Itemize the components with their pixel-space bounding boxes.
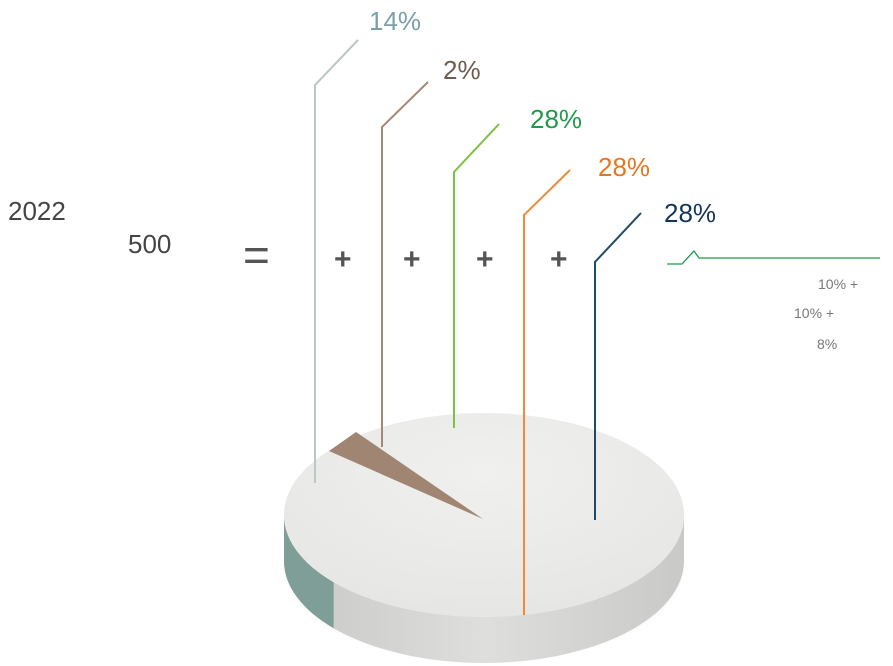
- slice-label-4: 28%: [598, 152, 650, 182]
- leader-line-5: [594, 212, 642, 520]
- year-label: 2022: [8, 196, 66, 226]
- leader-line-4: [523, 169, 571, 615]
- note-leader-line: [667, 249, 880, 265]
- slice-label-3: 28%: [530, 104, 582, 134]
- slice-label-2: 2%: [443, 55, 481, 85]
- plus-sign-4: +: [550, 243, 568, 276]
- note-line-3: 8%: [817, 336, 838, 352]
- slice-2pct: [329, 432, 483, 519]
- note-line-2: 10% +: [794, 305, 835, 321]
- slice-label-1: 14%: [369, 6, 421, 36]
- slice-label-5: 28%: [664, 198, 716, 228]
- pie-side: [284, 515, 684, 663]
- pie-side-segment: [284, 515, 334, 629]
- plus-sign-2: +: [403, 243, 421, 276]
- leader-line-3: [453, 123, 500, 428]
- leader-line-1: [314, 39, 359, 483]
- equals-sign: =: [243, 229, 270, 281]
- plus-sign-1: +: [334, 243, 352, 276]
- leader-line-2: [381, 81, 429, 447]
- plus-sign-3: +: [476, 243, 494, 276]
- note-line-1: 10% +: [818, 276, 859, 292]
- total-value: 500: [128, 229, 172, 259]
